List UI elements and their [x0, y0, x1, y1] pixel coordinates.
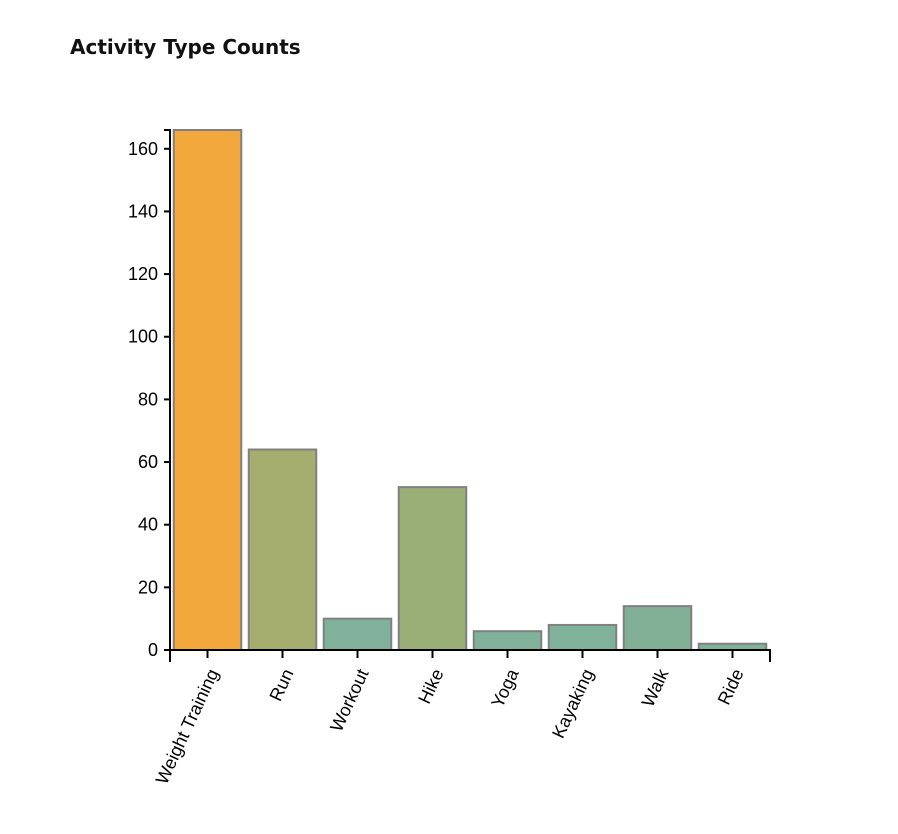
y-axis: 0 20 40 60 80 100 120 140 160	[128, 129, 171, 660]
y-tick-label: 20	[138, 577, 158, 597]
y-tick-label: 60	[138, 452, 158, 472]
x-tick-label-walk: Walk	[638, 665, 673, 710]
y-axis-line	[164, 129, 171, 651]
x-tick-label-hike: Hike	[414, 666, 447, 707]
bar-kayaking	[547, 623, 618, 652]
bars-layer	[172, 129, 768, 652]
y-tick-label: 80	[138, 389, 158, 409]
bar-run	[247, 448, 318, 651]
y-tick-label: 140	[128, 201, 158, 221]
y-tick-label: 0	[148, 640, 158, 660]
x-axis-line	[169, 649, 771, 662]
bar-weight-training	[172, 129, 243, 651]
y-tick-label: 40	[138, 515, 158, 535]
x-tick-label-yoga: Yoga	[487, 665, 523, 711]
y-tick-label: 160	[128, 139, 158, 159]
x-axis: Weight Training Run Workout Hike Yoga Kayakin…	[152, 649, 771, 788]
x-tick-label-run: Run	[265, 666, 297, 704]
bar-hike	[397, 486, 468, 651]
bar-yoga	[472, 630, 543, 652]
bar-workout	[322, 617, 393, 651]
y-tick-label: 100	[128, 327, 158, 347]
x-tick-label-weight-training: Weight Training	[152, 666, 223, 788]
chart-title: Activity Type Counts	[70, 35, 301, 59]
y-tick-label: 120	[128, 264, 158, 284]
x-tick-label-workout: Workout	[326, 666, 372, 735]
x-tick-label-kayaking: Kayaking	[548, 666, 597, 742]
x-tick-label-ride: Ride	[714, 666, 748, 708]
bar-walk	[622, 605, 693, 652]
